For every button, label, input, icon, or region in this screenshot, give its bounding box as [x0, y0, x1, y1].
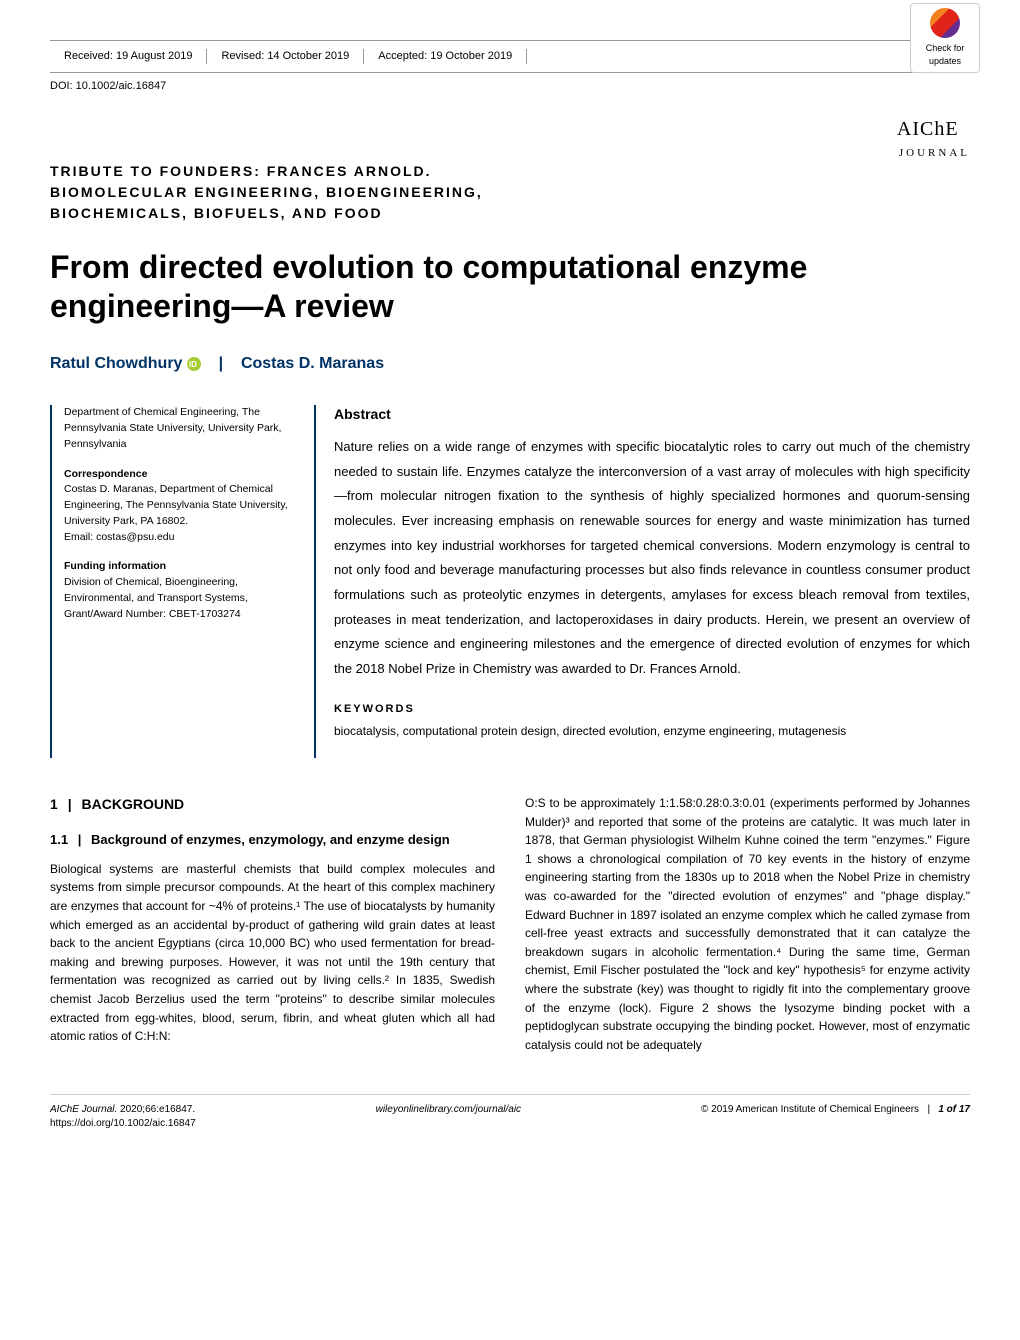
- funding-label: Funding information: [64, 560, 166, 572]
- email-link[interactable]: costas@psu.edu: [96, 531, 174, 543]
- article-type-line1: TRIBUTE TO FOUNDERS: FRANCES ARNOLD.: [50, 161, 970, 182]
- footer-right: © 2019 American Institute of Chemical En…: [701, 1103, 970, 1131]
- doi-text: DOI: 10.1002/aic.16847: [50, 79, 970, 94]
- correspondence-block: Correspondence Costas D. Maranas, Depart…: [64, 467, 290, 546]
- subsection-11-bar: |: [78, 832, 82, 847]
- email-label: Email:: [64, 531, 96, 543]
- subsection-11-num: 1.1: [50, 832, 68, 847]
- affiliation-block: Department of Chemical Engineering, The …: [64, 405, 290, 452]
- footer-page-number: 1 of 17: [938, 1104, 970, 1115]
- abstract-column: Abstract Nature relies on a wide range o…: [314, 405, 970, 758]
- subsection-11-title: Background of enzymes, enzymology, and e…: [91, 832, 450, 847]
- received-cell: Received: 19 August 2019: [50, 49, 207, 64]
- received-date: 19 August 2019: [116, 50, 192, 62]
- journal-logo-sub: JOURNAL: [899, 147, 970, 159]
- body-column-right: O:S to be approximately 1:1.58:0.28:0.3:…: [525, 794, 970, 1054]
- revised-cell: Revised: 14 October 2019: [207, 49, 364, 64]
- footer-copyright: © 2019 American Institute of Chemical En…: [701, 1104, 919, 1115]
- correspondence-text: Costas D. Maranas, Department of Chemica…: [64, 483, 288, 527]
- footer-left-rest: 2020;66:e16847.: [117, 1104, 195, 1115]
- journal-logo: AIChE JOURNAL: [897, 115, 970, 161]
- section-1-num: 1: [50, 796, 58, 812]
- revised-label: Revised:: [221, 50, 264, 62]
- accepted-date: 19 October 2019: [430, 50, 512, 62]
- funding-block: Funding information Division of Chemical…: [64, 559, 290, 622]
- revised-date: 14 October 2019: [267, 50, 349, 62]
- accepted-cell: Accepted: 19 October 2019: [364, 49, 527, 64]
- author-list: Ratul Chowdhury | Costas D. Maranas: [50, 353, 970, 375]
- crossmark-text1: Check for: [926, 42, 965, 55]
- crossmark-text2: updates: [929, 55, 961, 68]
- journal-logo-main: AIChE: [897, 118, 959, 140]
- footer-doi-url[interactable]: https://doi.org/10.1002/aic.16847: [50, 1118, 196, 1129]
- article-type-line2: BIOMOLECULAR ENGINEERING, BIOENGINEERING…: [50, 182, 970, 203]
- correspondence-label: Correspondence: [64, 468, 147, 480]
- crossmark-icon: [930, 8, 960, 38]
- author-separator: |: [219, 355, 223, 372]
- article-dates-bar: Received: 19 August 2019 Revised: 14 Oct…: [50, 40, 970, 73]
- footer-journal-italic: AIChE Journal.: [50, 1104, 117, 1115]
- footer-center[interactable]: wileyonlinelibrary.com/journal/aic: [376, 1103, 521, 1131]
- accepted-label: Accepted:: [378, 50, 427, 62]
- abstract-text: Nature relies on a wide range of enzymes…: [334, 435, 970, 682]
- footer-left: AIChE Journal. 2020;66:e16847. https://d…: [50, 1103, 196, 1131]
- page-footer: AIChE Journal. 2020;66:e16847. https://d…: [50, 1094, 970, 1131]
- body-col2-p1: O:S to be approximately 1:1.58:0.28:0.3:…: [525, 794, 970, 1054]
- received-label: Received:: [64, 50, 113, 62]
- funding-text: Division of Chemical, Bioengineering, En…: [64, 576, 248, 620]
- crossmark-badge[interactable]: Check for updates: [910, 3, 980, 73]
- abstract-heading: Abstract: [334, 405, 970, 425]
- affiliation-text: Department of Chemical Engineering, The …: [64, 406, 281, 450]
- metadata-column: Department of Chemical Engineering, The …: [50, 405, 290, 758]
- author-1: Ratul Chowdhury: [50, 355, 182, 372]
- keywords-text: biocatalysis, computational protein desi…: [334, 723, 970, 740]
- body-col1-p1: Biological systems are masterful chemist…: [50, 860, 495, 1046]
- section-1-heading: 1 | BACKGROUND: [50, 794, 495, 816]
- section-1-title: BACKGROUND: [82, 796, 185, 812]
- section-1-bar: |: [68, 796, 72, 812]
- article-title: From directed evolution to computational…: [50, 248, 970, 325]
- body-text: 1 | BACKGROUND 1.1 | Background of enzym…: [50, 794, 970, 1054]
- keywords-heading: KEYWORDS: [334, 702, 970, 717]
- article-type-line3: BIOCHEMICALS, BIOFUELS, AND FOOD: [50, 203, 970, 224]
- subsection-11-heading: 1.1 | Background of enzymes, enzymology,…: [50, 830, 495, 850]
- author-2: Costas D. Maranas: [241, 355, 384, 372]
- orcid-icon[interactable]: [187, 357, 201, 371]
- body-column-left: 1 | BACKGROUND 1.1 | Background of enzym…: [50, 794, 495, 1054]
- article-type: TRIBUTE TO FOUNDERS: FRANCES ARNOLD. BIO…: [50, 161, 970, 224]
